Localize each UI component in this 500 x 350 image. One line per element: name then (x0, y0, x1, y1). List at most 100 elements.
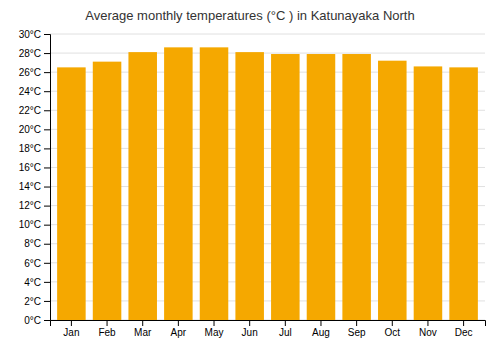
x-axis: Jan Feb Mar Apr May Jun Jul Aug Sep Oct Nov Dec (51, 320, 486, 338)
y-tick: 26°C (19, 67, 50, 78)
x-tick: May (205, 320, 224, 338)
x-tick-label: Mar (134, 327, 152, 338)
y-tick: 14°C (19, 181, 50, 192)
y-tick-mark (44, 244, 50, 245)
y-tick-label: 20°C (19, 124, 41, 135)
x-tick-label: Oct (385, 327, 401, 338)
y-tick-label: 16°C (19, 162, 41, 173)
x-tick-mark (356, 320, 357, 326)
chart: Average monthly temperatures (°C ) in Ka… (0, 0, 500, 350)
y-tick-mark (44, 167, 50, 168)
y-tick-label: 24°C (19, 86, 41, 97)
y-tick-label: 14°C (19, 181, 41, 192)
y-tick-mark (44, 72, 50, 73)
y-tick: 12°C (19, 200, 50, 211)
y-tick-mark (44, 129, 50, 130)
x-tick-label: Jan (63, 327, 79, 338)
grid (50, 34, 485, 320)
y-tick-mark (44, 225, 50, 226)
y-tick-mark (44, 187, 50, 188)
bar (164, 47, 193, 320)
y-tick: 24°C (19, 86, 50, 97)
y-tick: 4°C (24, 277, 50, 288)
grid-line (50, 34, 485, 35)
y-tick-mark (44, 110, 50, 111)
x-tick-label: Apr (171, 327, 187, 338)
y-tick-label: 0°C (24, 315, 41, 326)
y-tick: 6°C (24, 258, 50, 269)
bar (271, 54, 300, 320)
x-tick-mark (285, 320, 286, 326)
y-tick: 0°C (24, 315, 50, 326)
x-tick-mark (214, 320, 215, 326)
y-tick: 30°C (19, 29, 50, 40)
x-tick-mark (107, 320, 108, 326)
x-tick-mark (71, 320, 72, 326)
y-tick: 28°C (19, 48, 50, 59)
y-tick-mark (44, 91, 50, 92)
x-tick-label: Aug (312, 327, 330, 338)
plot: 0°C 2°C 4°C 6°C 8°C 10°C 12°C 14°C 16°C 18°C 20°C 2… (19, 29, 486, 338)
x-tick: Feb (98, 320, 116, 338)
x-tick-mark (463, 320, 464, 326)
x-tick: Dec (455, 320, 473, 338)
x-tick-mark (427, 320, 428, 326)
x-tick-mark (249, 320, 250, 326)
y-tick: 18°C (19, 143, 50, 154)
bar (128, 52, 157, 320)
bar (449, 67, 478, 320)
y-tick-label: 4°C (24, 277, 41, 288)
x-tick-label: May (205, 327, 224, 338)
x-tick: Apr (171, 320, 187, 338)
y-tick-mark (44, 148, 50, 149)
bar (342, 54, 371, 320)
x-tick-mark (320, 320, 321, 326)
x-tick-mark (178, 320, 179, 326)
y-tick: 8°C (24, 238, 50, 249)
x-tick-label: Jun (242, 327, 258, 338)
x-tick: Nov (419, 320, 437, 338)
x-tick: Jan (63, 320, 79, 338)
bar (235, 52, 264, 320)
y-axis-line (44, 35, 51, 321)
x-tick-label: Jul (279, 327, 292, 338)
y-tick: 10°C (19, 219, 50, 230)
y-tick: 22°C (19, 105, 50, 116)
x-tick: Sep (348, 320, 366, 338)
y-tick-label: 2°C (24, 296, 41, 307)
y-tick-label: 6°C (24, 258, 41, 269)
title: Average monthly temperatures (°C ) in Ka… (85, 8, 414, 23)
y-tick: 2°C (24, 296, 50, 307)
bars (57, 47, 478, 320)
y-tick-label: 10°C (19, 219, 41, 230)
y-tick-mark (44, 301, 50, 302)
y-tick-label: 22°C (19, 105, 41, 116)
bar (57, 67, 86, 320)
x-tick-label: Dec (455, 327, 473, 338)
y-tick-label: 30°C (19, 29, 41, 40)
y-tick-mark (44, 282, 50, 283)
y-tick-mark (44, 263, 50, 264)
y-tick-label: 12°C (19, 200, 41, 211)
x-tick: Aug (312, 320, 330, 338)
grid-line (50, 53, 485, 54)
x-axis-line (51, 321, 486, 327)
y-tick-mark (44, 320, 50, 321)
y-tick-label: 8°C (24, 238, 41, 249)
x-tick: Jun (242, 320, 258, 338)
x-tick: Jul (279, 320, 292, 338)
y-axis: 0°C 2°C 4°C 6°C 8°C 10°C 12°C 14°C 16°C 18°C 20°C 2… (19, 29, 51, 326)
x-tick-mark (142, 320, 143, 326)
y-tick: 20°C (19, 124, 50, 135)
x-tick-label: Nov (419, 327, 437, 338)
bar (200, 47, 229, 320)
y-tick-mark (44, 206, 50, 207)
y-tick-label: 26°C (19, 67, 41, 78)
bar (414, 66, 443, 320)
x-tick: Oct (385, 320, 401, 338)
x-tick-label: Feb (98, 327, 116, 338)
y-tick-label: 28°C (19, 48, 41, 59)
x-tick-mark (392, 320, 393, 326)
y-tick: 16°C (19, 162, 50, 173)
x-tick: Mar (134, 320, 152, 338)
